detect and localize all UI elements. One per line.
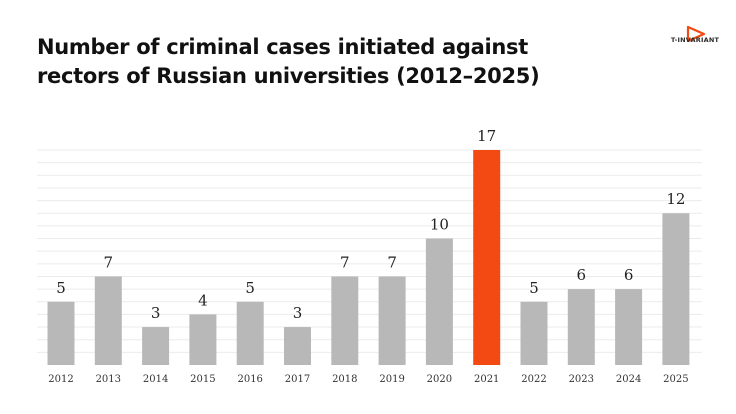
value-label-2016: 5 <box>245 279 255 297</box>
play-triangle-icon <box>686 25 706 43</box>
value-label-2021: 17 <box>477 127 496 145</box>
category-label-2022: 2022 <box>521 374 546 385</box>
bar-2018 <box>331 276 359 365</box>
bar-2017 <box>284 327 311 365</box>
value-label-2023: 6 <box>577 266 587 284</box>
bar-2022 <box>520 301 548 365</box>
value-label-2024: 6 <box>624 266 634 284</box>
chart-title: Number of criminal cases initiated again… <box>37 35 540 88</box>
bar-2015 <box>189 314 217 365</box>
category-label-2012: 2012 <box>48 374 73 385</box>
category-labels: 2012 2013 2014 2015 2016 2017 2018 2019 2020 2021… <box>48 374 688 385</box>
category-label-2013: 2013 <box>96 374 121 385</box>
value-label-2013: 7 <box>104 253 114 271</box>
category-label-2018: 2018 <box>332 374 357 385</box>
bar-2020 <box>425 238 453 365</box>
value-label-2012: 5 <box>56 279 66 297</box>
bar-2019 <box>378 276 406 365</box>
category-label-2025: 2025 <box>663 374 688 385</box>
value-label-2020: 10 <box>430 216 449 234</box>
category-label-2021: 2021 <box>474 374 499 385</box>
category-label-2020: 2020 <box>427 374 452 385</box>
logo: T-INVARIANT <box>664 24 726 54</box>
value-label-2022: 5 <box>529 279 539 297</box>
logo-text: T-INVARIANT <box>670 36 720 44</box>
bar-2013 <box>94 276 122 365</box>
bar-2012 <box>47 301 75 365</box>
value-label-2019: 7 <box>387 253 397 271</box>
value-label-2015: 4 <box>198 291 208 309</box>
category-label-2019: 2019 <box>379 374 404 385</box>
category-label-2015: 2015 <box>190 374 215 385</box>
bar-2025 <box>662 213 690 365</box>
bar-2016 <box>236 301 264 365</box>
category-label-2014: 2014 <box>143 374 168 385</box>
value-label-2025: 12 <box>666 190 685 208</box>
value-label-2014: 3 <box>151 304 161 322</box>
bars <box>47 150 690 365</box>
value-label-2018: 7 <box>340 253 350 271</box>
bar-2021 <box>473 150 501 365</box>
category-label-2024: 2024 <box>616 374 641 385</box>
value-label-2017: 3 <box>293 304 303 322</box>
category-label-2023: 2023 <box>569 374 594 385</box>
bar-2024 <box>615 289 643 365</box>
bar-2023 <box>567 289 595 365</box>
category-label-2017: 2017 <box>285 374 310 385</box>
bar-2014 <box>142 327 170 365</box>
value-labels: 5 7 3 4 5 3 7 7 10 17 5 6 6 12 <box>56 127 685 322</box>
category-label-2016: 2016 <box>237 374 262 385</box>
grid-lines <box>37 149 702 353</box>
